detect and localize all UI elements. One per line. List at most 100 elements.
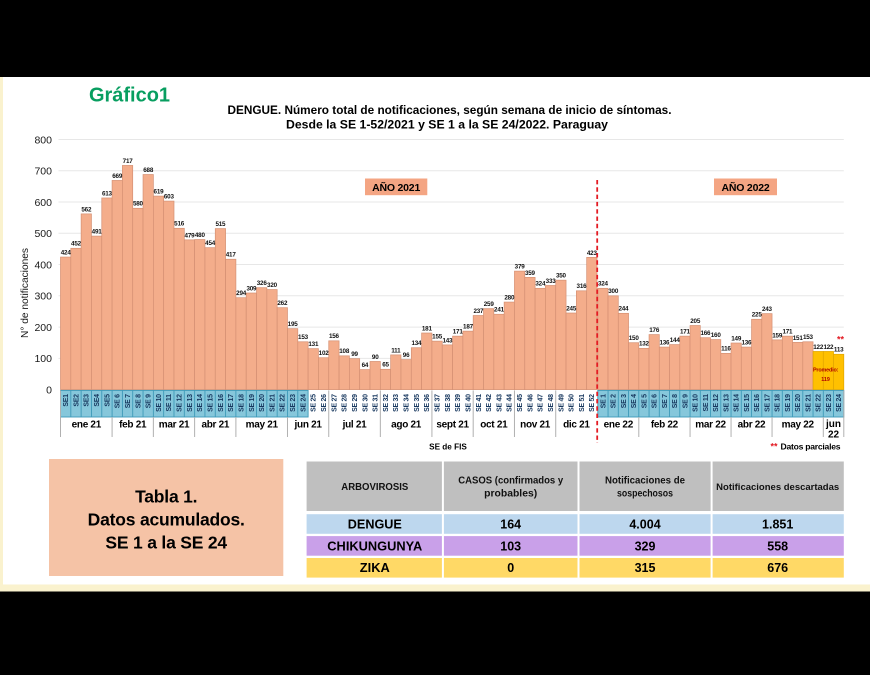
svg-text:SE 18: SE 18 (239, 394, 246, 412)
svg-text:SE 31: SE 31 (373, 394, 380, 412)
svg-text:22: 22 (828, 430, 840, 441)
svg-text:SE 13: SE 13 (723, 394, 730, 412)
svg-text:SE 9: SE 9 (146, 394, 153, 408)
svg-text:452: 452 (71, 241, 82, 248)
svg-text:309: 309 (246, 285, 257, 292)
svg-text:64: 64 (362, 362, 369, 369)
svg-text:SE 32: SE 32 (383, 394, 390, 412)
svg-text:Notificaciones de: Notificaciones de (605, 476, 686, 487)
svg-text:424: 424 (61, 249, 72, 256)
svg-text:350: 350 (556, 273, 567, 280)
svg-text:SE4: SE4 (94, 394, 101, 407)
svg-text:379: 379 (515, 264, 526, 271)
svg-text:feb 21: feb 21 (119, 420, 147, 431)
svg-text:116: 116 (721, 346, 731, 353)
svg-text:SE 33: SE 33 (393, 394, 400, 412)
svg-text:300: 300 (608, 288, 619, 295)
svg-text:SE 10: SE 10 (156, 394, 163, 412)
svg-text:156: 156 (329, 333, 340, 340)
svg-text:195: 195 (288, 321, 299, 328)
svg-text:SE 6: SE 6 (652, 394, 659, 408)
svg-text:603: 603 (164, 194, 175, 201)
svg-text:315: 315 (635, 561, 656, 575)
svg-text:151: 151 (793, 335, 804, 342)
svg-text:SE5: SE5 (104, 394, 111, 407)
svg-text:SE 13: SE 13 (187, 394, 194, 412)
svg-text:SE 19: SE 19 (249, 394, 256, 412)
svg-text:SE 35: SE 35 (414, 394, 421, 412)
svg-text:SE 7: SE 7 (662, 394, 669, 408)
svg-text:205: 205 (690, 318, 701, 325)
svg-text:669: 669 (112, 173, 123, 180)
svg-text:SE 6: SE 6 (115, 394, 122, 408)
svg-text:600: 600 (34, 197, 52, 209)
svg-text:225: 225 (752, 312, 763, 319)
svg-text:Notificaciones descartadas: Notificaciones descartadas (716, 482, 839, 492)
svg-text:SE 9: SE 9 (682, 394, 689, 408)
svg-text:oct 21: oct 21 (480, 420, 508, 431)
svg-text:mar 21: mar 21 (159, 420, 190, 431)
svg-text:717: 717 (123, 158, 134, 165)
svg-text:SE 20: SE 20 (795, 394, 802, 412)
svg-text:150: 150 (629, 335, 640, 342)
svg-text:Datos parciales: Datos parciales (781, 441, 841, 451)
svg-text:SE 47: SE 47 (538, 394, 545, 412)
svg-text:SE2: SE2 (73, 394, 80, 407)
svg-text:SE 44: SE 44 (507, 394, 514, 412)
svg-text:SE 27: SE 27 (331, 394, 338, 412)
svg-text:ZIKA: ZIKA (360, 561, 390, 575)
svg-text:SE 7: SE 7 (125, 394, 132, 408)
svg-text:0: 0 (46, 384, 52, 396)
svg-text:515: 515 (215, 221, 226, 228)
svg-text:SE 8: SE 8 (135, 394, 142, 408)
svg-text:SE 38: SE 38 (445, 394, 452, 412)
svg-text:245: 245 (566, 305, 577, 312)
svg-text:SE 18: SE 18 (775, 394, 782, 412)
svg-text:SE 48: SE 48 (548, 394, 555, 412)
svg-text:SE 3: SE 3 (621, 394, 628, 408)
svg-text:SE 15: SE 15 (208, 394, 215, 412)
svg-text:96: 96 (403, 352, 410, 359)
svg-text:500: 500 (34, 228, 52, 240)
svg-text:SE 22: SE 22 (816, 394, 823, 412)
svg-text:SE 49: SE 49 (558, 394, 565, 412)
svg-text:SE3: SE3 (84, 394, 91, 407)
svg-text:SE 40: SE 40 (465, 394, 472, 412)
svg-text:SE 16: SE 16 (218, 394, 225, 412)
svg-text:Desde la SE 1-52/2021 y SE 1 a: Desde la SE 1-52/2021 y SE 1 a la SE 24/… (286, 119, 609, 132)
svg-text:1.851: 1.851 (762, 517, 793, 531)
svg-text:SE 29: SE 29 (352, 394, 359, 412)
svg-text:SE de FIS: SE de FIS (429, 443, 467, 452)
svg-text:SE 28: SE 28 (342, 394, 349, 412)
svg-text:SE 52: SE 52 (589, 394, 596, 412)
svg-text:171: 171 (453, 329, 464, 336)
svg-text:dic 21: dic 21 (563, 420, 590, 431)
svg-text:676: 676 (767, 561, 788, 575)
svg-text:187: 187 (463, 324, 474, 331)
svg-text:244: 244 (618, 306, 629, 313)
svg-text:108: 108 (339, 348, 350, 355)
svg-text:SE 1: SE 1 (600, 394, 607, 408)
svg-text:SE 8: SE 8 (672, 394, 679, 408)
svg-text:102: 102 (319, 350, 330, 357)
svg-text:359: 359 (525, 270, 536, 277)
svg-text:153: 153 (298, 334, 309, 341)
svg-text:SE 14: SE 14 (197, 394, 204, 412)
svg-text:SE 4: SE 4 (631, 394, 638, 408)
svg-text:99: 99 (351, 351, 358, 358)
svg-text:SE 22: SE 22 (280, 394, 287, 412)
svg-text:SE 20: SE 20 (259, 394, 266, 412)
svg-text:423: 423 (587, 250, 598, 257)
svg-text:SE 43: SE 43 (496, 394, 503, 412)
svg-text:CHIKUNGUNYA: CHIKUNGUNYA (327, 539, 422, 553)
svg-text:280: 280 (504, 295, 515, 302)
svg-text:jun 21: jun 21 (294, 420, 323, 431)
svg-text:153: 153 (803, 334, 814, 341)
svg-text:171: 171 (782, 329, 793, 336)
svg-text:136: 136 (659, 340, 670, 347)
svg-text:619: 619 (154, 189, 165, 196)
svg-text:237: 237 (473, 308, 484, 315)
svg-text:SE 23: SE 23 (290, 394, 297, 412)
svg-text:516: 516 (174, 221, 185, 228)
svg-text:may 22: may 22 (782, 420, 815, 431)
